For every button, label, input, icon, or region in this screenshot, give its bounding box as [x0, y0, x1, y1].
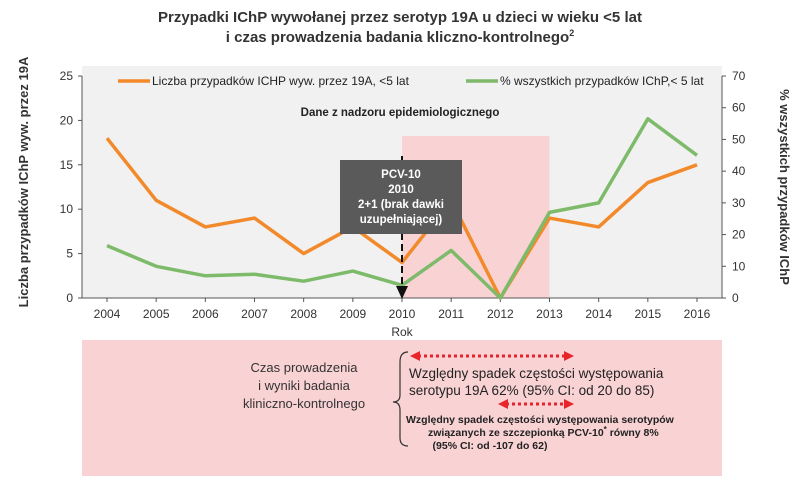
x-tick-label: 2006 [192, 307, 219, 321]
x-axis-title: Rok [391, 325, 413, 339]
x-tick-label: 2008 [290, 307, 317, 321]
x-tick-label: 2010 [389, 307, 416, 321]
study-panel [82, 340, 722, 476]
right-tick-label: 30 [732, 196, 746, 210]
study-label-line1: Czas prowadzenia [251, 360, 359, 375]
arrow-study-period-2 [498, 399, 574, 409]
right-tick-label: 60 [732, 101, 746, 115]
right-tick-label: 10 [732, 259, 746, 273]
left-tick-label: 25 [60, 69, 74, 83]
event-box [340, 160, 462, 234]
event-box-line1: PCV-10 [381, 169, 421, 181]
left-tick-label: 10 [60, 202, 74, 216]
x-axis-ticks: 2004 2005 2006 2007 2008 2009 2010 2011 2012 2013… [94, 298, 711, 321]
left-tick-label: 15 [60, 158, 74, 172]
bracket [392, 351, 409, 447]
x-tick-label: 2005 [143, 307, 170, 321]
right-axis-ticks: 0 10 20 30 40 50 60 70 [722, 69, 746, 305]
result1-line2: serotypu 19A 62% (95% CI: od 20 do 85) [409, 383, 654, 398]
left-tick-label: 0 [66, 291, 73, 305]
result1-line1: Względny spadek częstości występowania [409, 366, 664, 381]
x-tick-label: 2012 [487, 307, 514, 321]
series-line-cases [105, 137, 698, 300]
x-tick-label: 2004 [94, 307, 121, 321]
result2-line2-sup: * [604, 425, 608, 434]
left-tick-label: 20 [60, 113, 74, 127]
right-tick-label: 0 [732, 291, 739, 305]
right-tick-label: 70 [732, 69, 746, 83]
left-tick-label: 5 [66, 247, 73, 261]
chart-title-line1: Przypadki IChP wywołanej przez serotyp 1… [158, 9, 642, 26]
x-tick-label: 2007 [241, 307, 268, 321]
x-tick-label: 2013 [536, 307, 563, 321]
surveillance-annotation: Dane z nadzoru epidemiologicznego [301, 107, 500, 119]
y-axis-right-title: % wszystkich przypadków IChP [777, 89, 792, 285]
result2-line2: związanych ze szczepionką PCV-10* równy … [428, 425, 659, 439]
x-tick-label: 2009 [339, 307, 366, 321]
x-tick-label: 2015 [634, 307, 661, 321]
right-tick-label: 20 [732, 228, 746, 242]
result2-line2-pre: związanych ze szczepionką PCV-10 [428, 427, 604, 439]
x-tick-label: 2016 [684, 307, 711, 321]
x-tick-label: 2011 [438, 307, 464, 321]
legend-label-series2: % wszystkich przypadków IChP,< 5 lat [500, 74, 704, 88]
left-axis-ticks: 0 5 10 15 20 25 [60, 69, 82, 305]
study-label-line3: kliniczno-kontrolnego [243, 396, 365, 411]
right-tick-label: 40 [732, 164, 746, 178]
chart-title-line2: i czas prowadzenia badania kliczno-kontr… [226, 28, 574, 46]
series-line-percent [106, 117, 699, 300]
chart-title-line2-text: i czas prowadzenia badania kliczno-kontr… [226, 29, 569, 46]
study-label-line2: i wyniki badania [258, 378, 351, 393]
legend: Liczba przypadków ICHP wyw. przez 19A, <… [118, 74, 704, 88]
event-box-line3: 2+1 (brak dawki [358, 199, 444, 211]
chart-title-superscript: 2 [569, 28, 574, 38]
right-tick-label: 50 [732, 132, 746, 146]
result2-line1: Względny spadek częstości występowania s… [406, 414, 675, 426]
legend-label-series1: Liczba przypadków ICHP wyw. przez 19A, <… [152, 74, 410, 88]
x-tick-label: 2014 [585, 307, 612, 321]
result2-line2-post: równy 8% [607, 427, 660, 439]
event-arrowhead [396, 286, 408, 299]
event-box-line2: 2010 [388, 184, 414, 196]
event-box-line4: uzupełniającej) [360, 214, 443, 226]
result2-line3: (95% CI: od -107 do 62) [433, 440, 548, 452]
arrow-study-period-1 [410, 351, 574, 361]
y-axis-left-title: Liczba przypadków IChP wyw. przez 19A [16, 56, 31, 307]
